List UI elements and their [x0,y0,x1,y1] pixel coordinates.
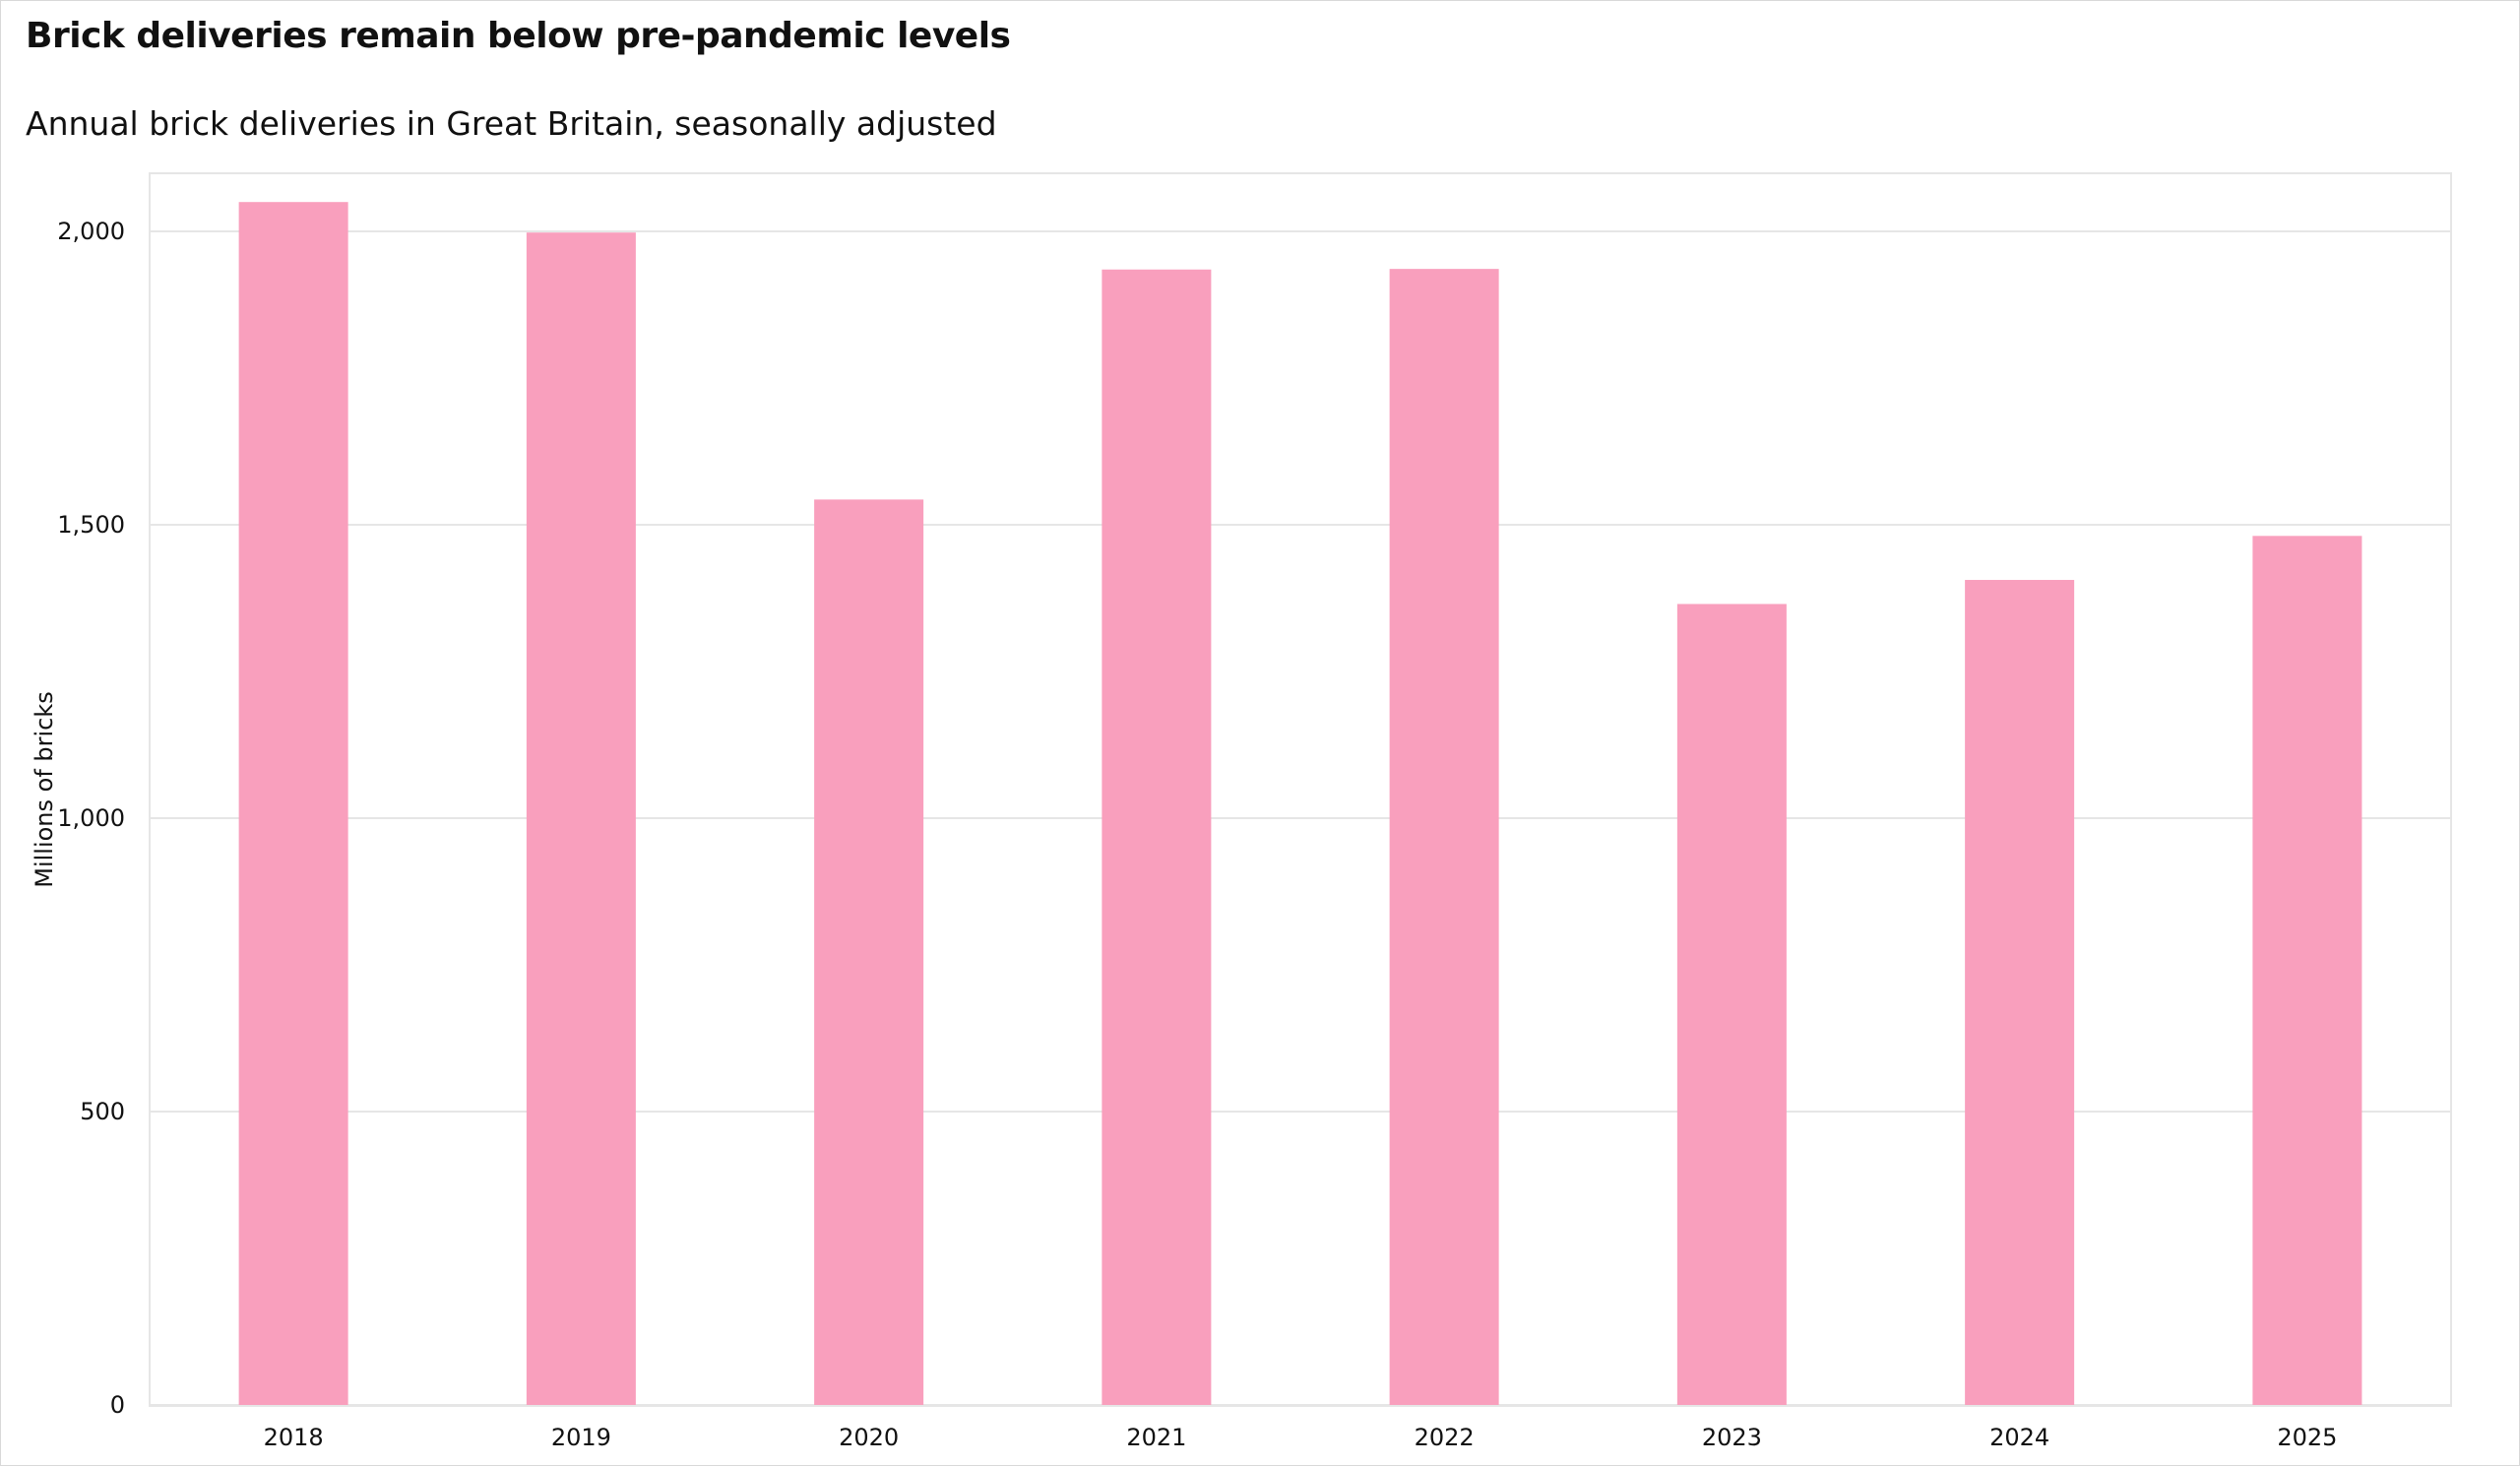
x-tick-label: 2021 [1126,1424,1186,1451]
chart-title: Brick deliveries remain below pre-pandem… [26,16,1011,56]
plot-area-border [149,172,2452,1407]
x-tick-label: 2019 [551,1424,611,1451]
bar-2025 [2252,536,2362,1405]
grid-lines [150,230,2451,1406]
x-tick-label: 2023 [1702,1424,1762,1451]
x-tick-label: 2025 [2277,1424,2337,1451]
bar-2022 [1389,269,1499,1405]
y-tick-label: 1,500 [57,511,125,539]
bar-2023 [1676,604,1787,1405]
x-tick-label: 2022 [1415,1424,1475,1451]
y-tick-label: 0 [110,1391,125,1419]
y-axis-label: Millions of bricks [31,691,58,888]
bar-2018 [238,202,348,1406]
chart-subtitle: Annual brick deliveries in Great Britain… [26,104,997,143]
x-tick-label: 2024 [1989,1424,2049,1451]
bar-2020 [814,499,924,1405]
bar-2021 [1102,269,1212,1405]
x-tick-label: 2018 [264,1424,324,1451]
x-tick-label: 2020 [839,1424,899,1451]
bar-2024 [1965,580,2075,1405]
bar-2019 [526,232,636,1405]
bars [238,202,2362,1406]
y-tick-labels: 0 500 1,000 1,500 2,000 [57,218,125,1419]
x-tick-labels: 2018 2019 2020 2021 2022 2023 2024 2025 [264,1424,2338,1451]
y-tick-label: 2,000 [57,218,125,245]
y-tick-label: 1,000 [57,804,125,832]
y-tick-label: 500 [80,1098,125,1125]
